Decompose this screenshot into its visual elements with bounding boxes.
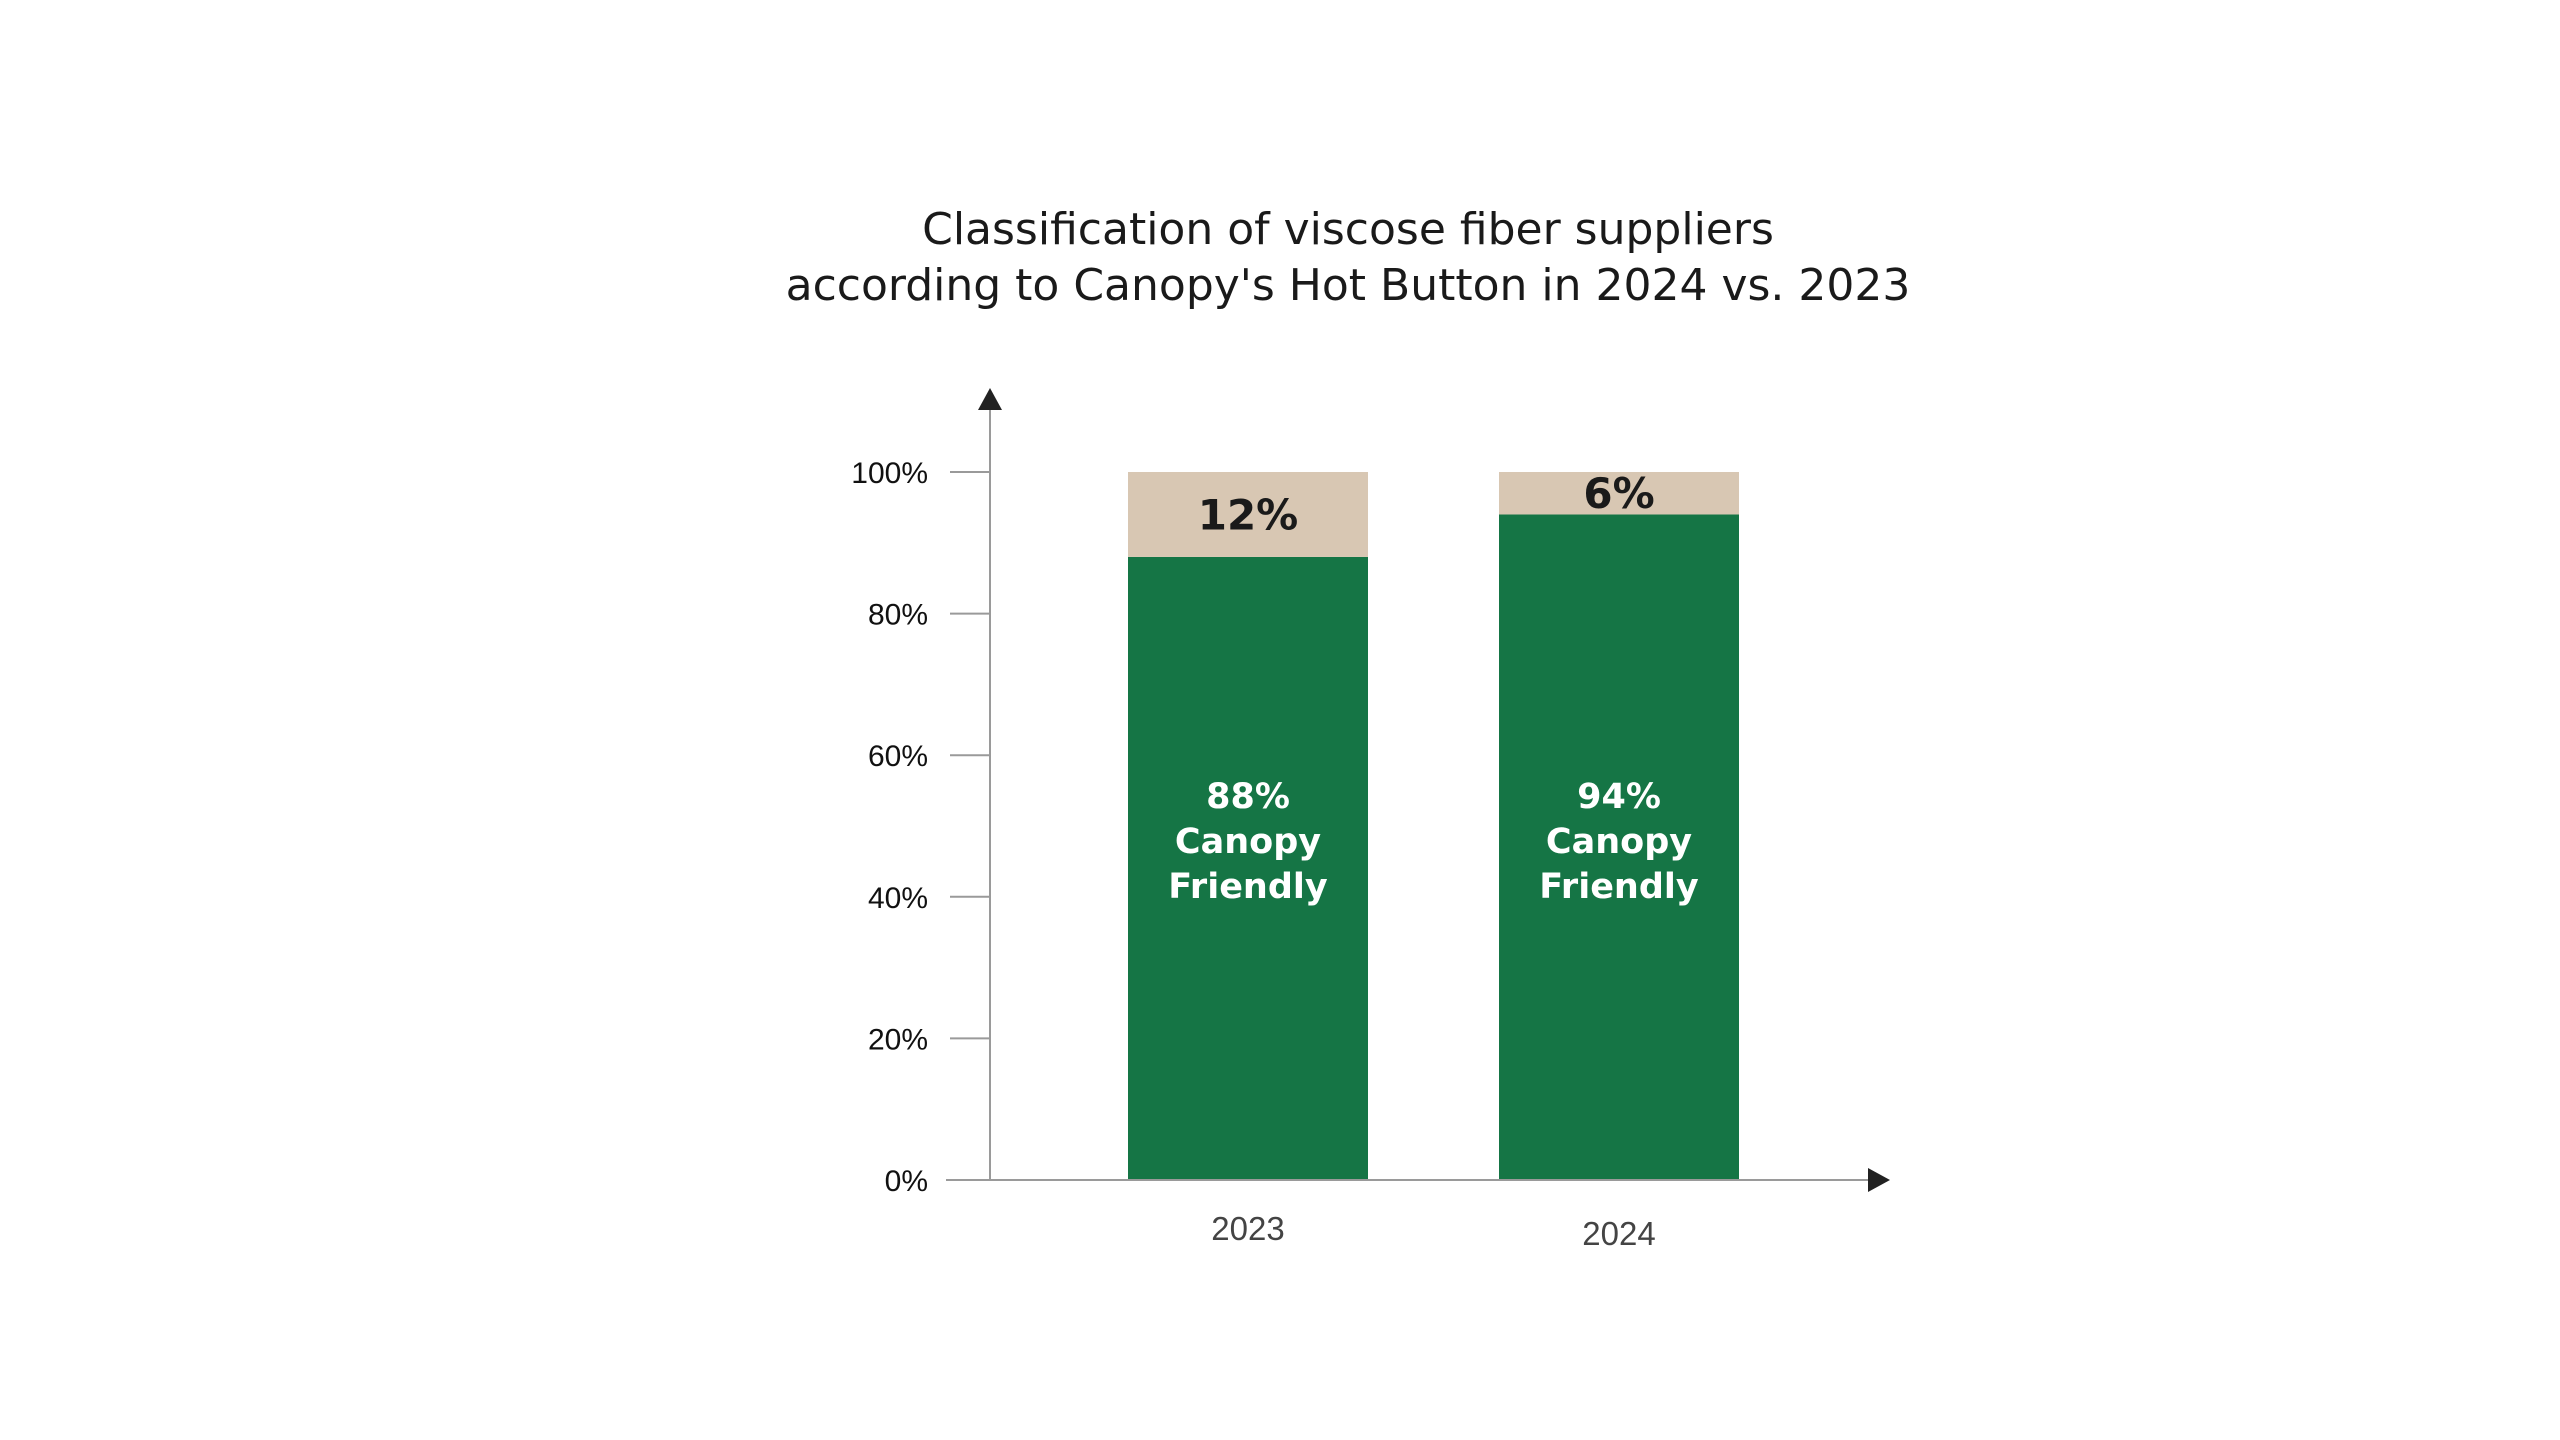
y-axis-arrow-icon [978, 388, 1002, 410]
x-category-label: 2024 [1582, 1215, 1655, 1252]
x-category-label: 2023 [1211, 1210, 1284, 1247]
bar-main-value-label: 94% [1577, 777, 1661, 817]
y-tick-label: 60% [868, 740, 928, 773]
bar-main-value-label: Friendly [1539, 867, 1699, 907]
bar-main-value-label: Canopy [1175, 822, 1321, 862]
bars: 12% 88% Canopy Friendly 6% 94% Canopy Friendly [1128, 469, 1739, 1180]
bar-segment-canopy-friendly [1128, 556, 1368, 1180]
bar-main-value-label: 88% [1206, 777, 1290, 817]
y-tick-label: 0% [885, 1165, 928, 1198]
bar-segment-other [1128, 472, 1368, 557]
x-axis-arrow-icon [1868, 1168, 1890, 1192]
bar-main-value-label: Friendly [1168, 867, 1328, 907]
bar-top-value-label: 12% [1198, 490, 1299, 539]
y-tick-label: 40% [868, 882, 928, 915]
y-tick-label: 100% [851, 457, 928, 490]
y-tick-label: 80% [868, 599, 928, 632]
bar-segment-other [1499, 472, 1739, 515]
chart-title-line-1: Classification of viscose fiber supplier… [922, 204, 1774, 255]
y-tick-label: 20% [868, 1023, 928, 1056]
bar-top-value-label: 6% [1583, 469, 1654, 518]
x-axis: 2023 2024 [946, 1168, 1890, 1252]
chart-title-line-2: according to Canopy's Hot Button in 2024… [786, 260, 1911, 311]
y-axis: 0% 20% 40% 60% 80% 100% [851, 388, 1002, 1198]
bar-segment-canopy-friendly [1499, 514, 1739, 1180]
bar-main-value-label: Canopy [1546, 822, 1692, 862]
